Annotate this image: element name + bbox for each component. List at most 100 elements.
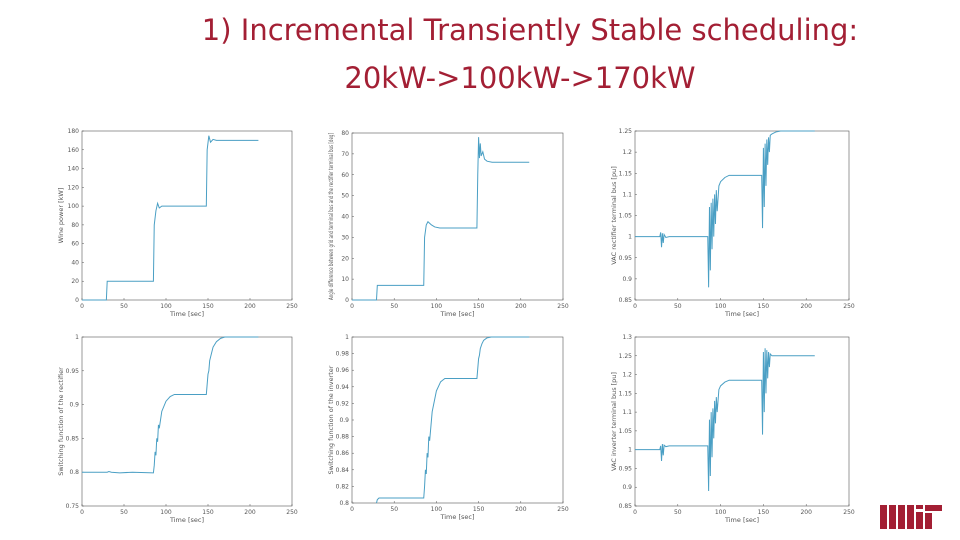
y-tick-label: 1.15 [619, 170, 633, 177]
y-tick-label: 1 [345, 334, 349, 341]
x-tick-label: 50 [674, 303, 682, 310]
x-tick-label: 150 [473, 303, 485, 310]
y-tick-label: 20 [71, 278, 79, 285]
x-tick-label: 50 [120, 303, 128, 310]
y-tick-label: 1.2 [622, 372, 632, 379]
y-tick-label: 0.95 [66, 368, 80, 375]
y-tick-label: 0.8 [339, 500, 349, 507]
y-tick-label: 180 [68, 128, 80, 135]
plot-svg: 0 50 100 150 200 250 0.8 0.82 0.84 0.86 0.88 0.9 0.9… [327, 334, 569, 521]
plot-svg: 0 50 100 150 200 250 0 10 20 30 40 50 60 70 80 Time [se… [327, 130, 569, 318]
x-tick-label: 100 [715, 303, 727, 310]
y-tick-label: 0 [75, 297, 79, 304]
x-tick-label: 150 [473, 506, 485, 513]
x-tick-label: 0 [80, 509, 84, 516]
x-tick-label: 250 [843, 509, 855, 516]
series-line [82, 135, 259, 301]
y-tick-label: 0.84 [336, 467, 350, 474]
x-tick-label: 200 [800, 509, 812, 516]
y-tick-label: 1 [628, 447, 632, 454]
plot-angle-difference: 0 50 100 150 200 250 0 10 20 30 40 50 60 70 80 Time [se… [327, 130, 569, 318]
y-tick-label: 20 [341, 255, 349, 262]
y-tick-label: 80 [71, 222, 79, 229]
x-tick-label: 0 [350, 506, 354, 513]
y-tick-label: 0.95 [619, 255, 633, 262]
plot-vac-inverter: 0 50 100 150 200 250 0.85 0.9 0.95 1 1.05 1.1 1.15 1.… [610, 334, 855, 524]
x-tick-label: 150 [202, 509, 214, 516]
y-tick-label: 0.86 [336, 450, 350, 457]
y-tick-label: 1.15 [619, 390, 633, 397]
x-axis-label: Time [sec] [169, 310, 204, 318]
y-axis-label: Switching function of the rectifier [57, 367, 65, 476]
y-tick-label: 0.88 [336, 434, 350, 441]
x-tick-label: 100 [160, 509, 172, 516]
y-tick-label: 1.25 [619, 128, 633, 135]
y-tick-label: 0.8 [69, 469, 79, 476]
x-axis-label: Time [sec] [439, 310, 474, 318]
x-tick-label: 50 [120, 509, 128, 516]
y-tick-label: 0.9 [622, 276, 632, 283]
x-tick-label: 0 [633, 509, 637, 516]
series-line [635, 348, 815, 491]
y-tick-label: 0.98 [336, 351, 350, 358]
y-tick-label: 0.85 [619, 297, 633, 304]
plot-svg: 0 50 100 150 200 250 0.75 0.8 0.85 0.9 0.95 1 Time [… [57, 334, 298, 524]
x-tick-label: 150 [758, 509, 770, 516]
x-tick-label: 150 [758, 303, 770, 310]
x-tick-label: 0 [350, 303, 354, 310]
series-line [375, 336, 530, 504]
x-tick-label: 250 [557, 506, 569, 513]
y-axis-label: VAC inverter terminal bus [pu] [610, 372, 618, 471]
y-axis-label: Wine power [kW] [57, 188, 65, 244]
plot-frame [634, 130, 850, 301]
x-axis-label: Time [sec] [169, 516, 204, 524]
x-tick-label: 0 [633, 303, 637, 310]
y-tick-label: 0.9 [339, 417, 349, 424]
plot-frame [351, 336, 564, 504]
x-axis-label: Time [sec] [724, 310, 759, 318]
y-tick-label: 160 [68, 147, 80, 154]
y-tick-label: 1 [628, 234, 632, 241]
y-tick-label: 140 [68, 166, 80, 173]
y-tick-label: 0.95 [619, 465, 633, 472]
y-tick-label: 0.75 [66, 503, 80, 510]
y-tick-label: 0.82 [336, 483, 350, 490]
series-line [82, 336, 259, 474]
x-tick-label: 150 [202, 303, 214, 310]
mit-logo [880, 505, 942, 529]
x-tick-label: 200 [800, 303, 812, 310]
x-tick-label: 50 [390, 506, 398, 513]
y-tick-label: 1.2 [622, 149, 632, 156]
plot-switching-inverter: 0 50 100 150 200 250 0.8 0.82 0.84 0.86 0.88 0.9 0.9… [327, 334, 569, 521]
plot-frame [81, 336, 293, 507]
x-tick-label: 100 [160, 303, 172, 310]
x-tick-label: 100 [431, 303, 443, 310]
x-tick-label: 250 [843, 303, 855, 310]
x-tick-label: 0 [80, 303, 84, 310]
y-tick-label: 30 [341, 234, 349, 241]
y-axis-label: Switching function of the inverter [327, 365, 335, 474]
y-tick-label: 50 [341, 193, 349, 200]
y-tick-label: 0.85 [66, 435, 80, 442]
x-tick-label: 200 [515, 303, 527, 310]
y-tick-label: 0.96 [336, 367, 350, 374]
y-tick-label: 0.92 [336, 400, 350, 407]
y-tick-label: 1 [75, 334, 79, 341]
y-tick-label: 60 [341, 172, 349, 179]
y-tick-label: 0.9 [69, 402, 79, 409]
x-tick-label: 200 [244, 509, 256, 516]
x-tick-label: 100 [715, 509, 727, 516]
plot-svg: 0 50 100 150 200 250 0 20 40 60 80 100 120 140 160 180 T… [57, 128, 298, 318]
plot-svg: 0 50 100 150 200 250 0.85 0.9 0.95 1 1.05 1.1 1.15 1.… [610, 334, 855, 524]
y-tick-label: 60 [71, 241, 79, 248]
x-axis-label: Time [sec] [724, 516, 759, 524]
y-axis-label: VAC rectifier terminal bus [pu] [610, 166, 618, 265]
x-tick-label: 50 [390, 303, 398, 310]
series-line [352, 137, 530, 301]
x-tick-label: 50 [674, 509, 682, 516]
x-axis-label: Time [sec] [439, 513, 474, 521]
y-tick-label: 1.1 [622, 191, 632, 198]
plot-svg: 0 50 100 150 200 250 0.85 0.9 0.95 1 1.05 1.1 1.15 1.… [610, 128, 855, 318]
x-tick-label: 250 [286, 509, 298, 516]
y-tick-label: 0.94 [336, 384, 350, 391]
